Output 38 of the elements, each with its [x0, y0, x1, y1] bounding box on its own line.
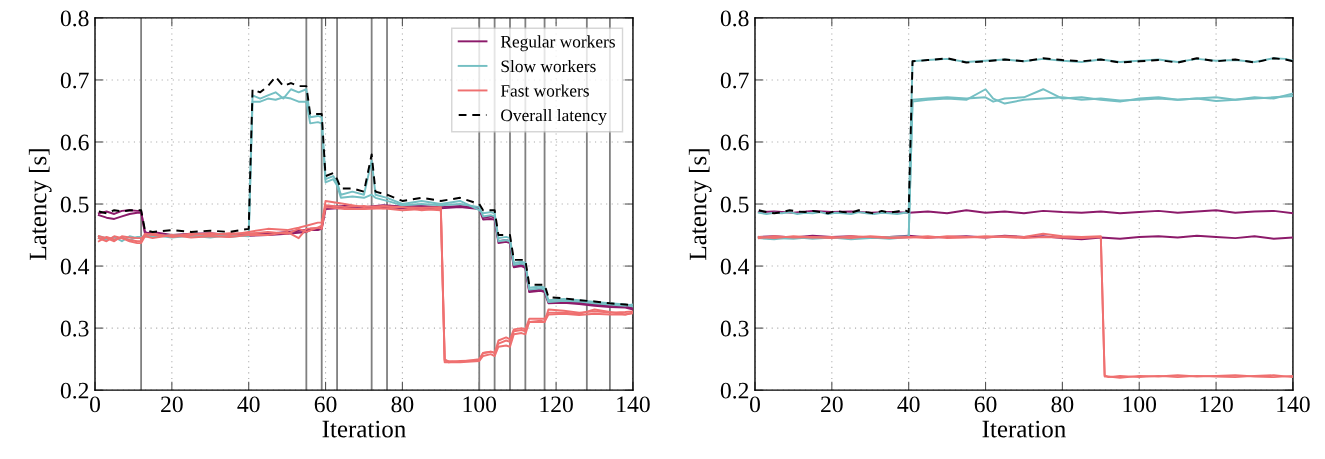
x-tick-label: 20 [821, 396, 843, 413]
y-tick-label: 0.5 [60, 196, 89, 213]
y-tick-label: 0.5 [720, 196, 749, 213]
y-axis-title: Latency [s] [688, 149, 712, 260]
x-tick-label: 120 [1200, 396, 1233, 413]
x-axis-title: Iteration [982, 420, 1066, 438]
x-tick-label: 20 [161, 396, 183, 413]
y-tick-label: 0.7 [60, 72, 89, 89]
y-tick-label: 0.2 [60, 382, 89, 399]
x-tick-label: 40 [897, 396, 920, 413]
y-axis-title: Latency [s] [28, 149, 52, 260]
x-tick-label: 40 [237, 396, 260, 413]
y-tick-label: 0.3 [720, 320, 749, 337]
x-tick-label: 60 [974, 396, 997, 413]
legend-label: Regular workers [500, 35, 615, 52]
legend-label: Overall latency [501, 109, 607, 125]
legend-label: Slow workers [501, 59, 596, 73]
y-tick-label: 0.6 [720, 134, 749, 151]
x-tick-label: 60 [314, 396, 337, 413]
y-tick-label: 0.4 [60, 258, 90, 275]
y-tick-label: 0.3 [60, 320, 89, 337]
x-tick-label: 100 [463, 396, 497, 413]
legend-label: Fast workers [500, 84, 589, 97]
x-tick-label: 100 [1123, 396, 1157, 413]
x-tick-label: 140 [1277, 396, 1310, 413]
x-tick-label: 0 [90, 396, 101, 413]
y-tick-label: 0.4 [720, 258, 750, 275]
x-axis-title: Iteration [322, 420, 406, 438]
x-tick-label: 80 [1051, 396, 1074, 413]
x-tick-label: 80 [391, 396, 414, 413]
x-tick-label: 120 [540, 396, 573, 413]
y-tick-label: 0.2 [720, 382, 749, 399]
y-tick-label: 0.7 [720, 72, 749, 89]
y-tick-label: 0.8 [60, 10, 89, 27]
y-tick-label: 0.6 [60, 134, 89, 151]
x-tick-label: 140 [617, 396, 650, 413]
y-tick-label: 0.8 [720, 10, 749, 27]
x-tick-label: 0 [749, 396, 760, 413]
